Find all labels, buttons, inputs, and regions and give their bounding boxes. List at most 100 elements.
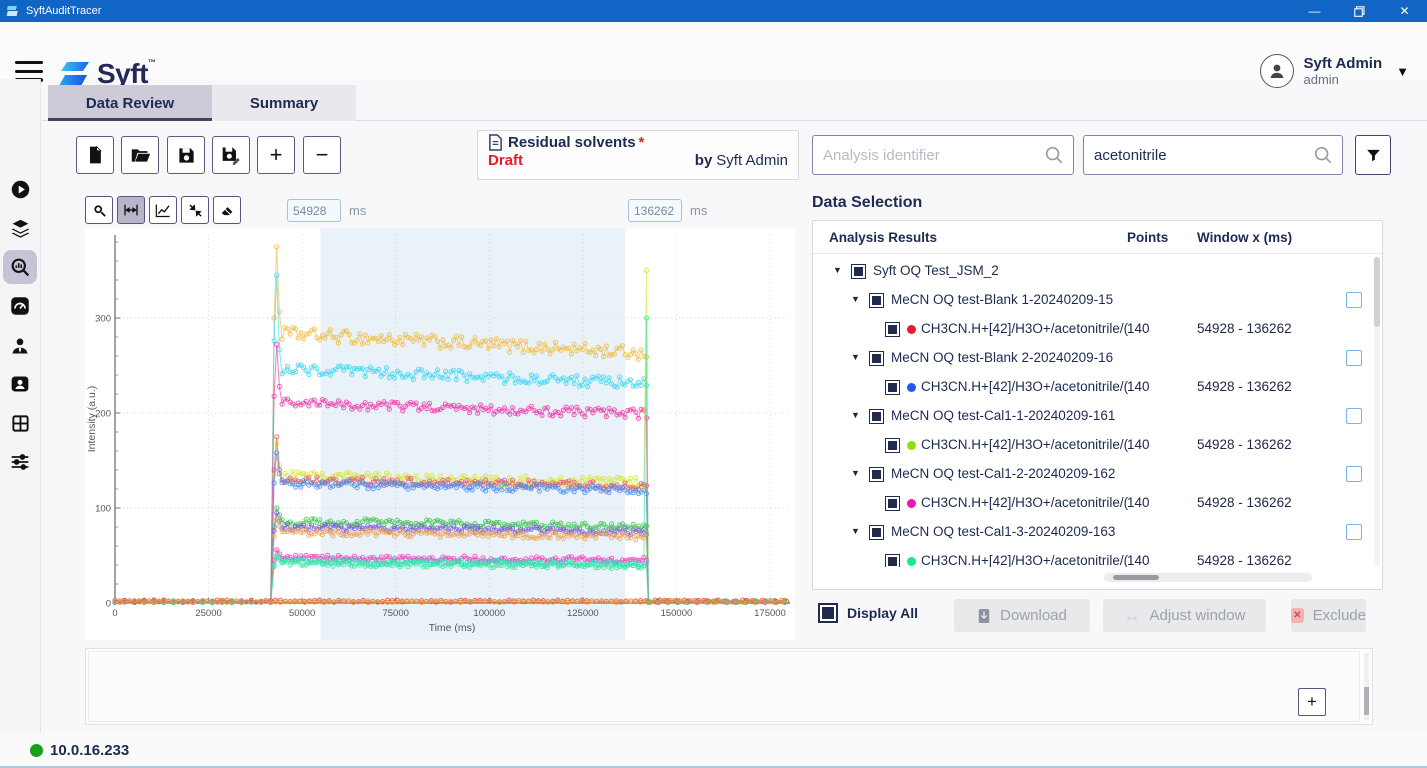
download-button[interactable]: Download xyxy=(954,599,1090,632)
nav-dashboard-icon[interactable] xyxy=(3,289,37,323)
collapse-arrow-icon[interactable]: ▼ xyxy=(851,468,860,478)
exclude-button[interactable]: ✕ Exclude xyxy=(1291,599,1366,632)
save-as-button[interactable] xyxy=(212,136,250,174)
trend-tool-button[interactable] xyxy=(149,196,177,224)
fit-view-tool-button[interactable] xyxy=(181,196,209,224)
required-mark: * xyxy=(639,134,645,151)
window-end-input[interactable] xyxy=(628,199,682,222)
notes-panel: + xyxy=(85,648,1373,725)
nav-run-icon[interactable] xyxy=(3,172,37,206)
svg-text:75000: 75000 xyxy=(382,608,408,619)
tree-row-channel[interactable]: CH3CN.H+[42]/H3O+/acetonitrile/(14054928… xyxy=(813,315,1376,344)
new-file-button[interactable] xyxy=(76,136,114,174)
analysis-search-input[interactable] xyxy=(823,147,1043,164)
notes-scrollbar[interactable] xyxy=(1364,653,1369,720)
tree-row-channel[interactable]: CH3CN.H+[42]/H3O+/acetonitrile/(14054928… xyxy=(813,547,1376,567)
tree-row-channel[interactable]: CH3CN.H+[42]/H3O+/acetonitrile/(14054928… xyxy=(813,373,1376,402)
data-selection-title: Data Selection xyxy=(812,194,922,212)
close-icon[interactable]: ✕ xyxy=(1382,0,1427,22)
tree-row-group[interactable]: ▼MeCN OQ test-Blank 2-20240209-16 xyxy=(813,344,1376,373)
svg-text:175000: 175000 xyxy=(754,608,786,619)
row-select-checkbox[interactable] xyxy=(1346,524,1362,540)
analysis-search xyxy=(812,135,1074,175)
collapse-arrow-icon[interactable]: ▼ xyxy=(851,294,860,304)
nav-user-icon[interactable] xyxy=(3,329,37,363)
collapse-arrow-icon[interactable]: ▼ xyxy=(833,265,842,275)
remove-button[interactable]: − xyxy=(303,136,341,174)
window-value: 54928 - 136262 xyxy=(1197,437,1292,452)
nav-settings-sliders-icon[interactable] xyxy=(3,445,37,479)
tree-row-group[interactable]: ▼Syft OQ Test_JSM_2 xyxy=(813,257,1376,286)
app-window: SyftAuditTracer — ✕ xyxy=(0,0,1427,768)
tree-checkbox-checked[interactable] xyxy=(885,496,900,511)
zoom-tool-button[interactable] xyxy=(85,196,113,224)
display-all-checkbox[interactable]: Display All xyxy=(818,603,918,623)
window-end-unit: ms xyxy=(690,203,707,218)
search-icon[interactable] xyxy=(1312,144,1334,166)
nav-contact-card-icon[interactable] xyxy=(3,367,37,401)
maximize-icon[interactable] xyxy=(1337,0,1382,22)
horizontal-scrollbar[interactable] xyxy=(1104,573,1312,582)
tree-checkbox-checked[interactable] xyxy=(885,438,900,453)
window-start-unit: ms xyxy=(349,203,366,218)
col-points: Points xyxy=(1127,230,1168,245)
checkbox-checked-icon xyxy=(818,603,838,623)
open-file-button[interactable] xyxy=(121,136,159,174)
tree-row-channel[interactable]: CH3CN.H+[42]/H3O+/acetonitrile/(14054928… xyxy=(813,489,1376,518)
method-author: bySyft Admin xyxy=(695,152,788,169)
analysis-tree: ▼Syft OQ Test_JSM_2▼MeCN OQ test-Blank 1… xyxy=(813,257,1376,567)
tree-checkbox-checked[interactable] xyxy=(869,467,884,482)
search-icon[interactable] xyxy=(1043,144,1065,166)
tree-row-group[interactable]: ▼ MeCN OQ test-Cal1-2-20240209-162 xyxy=(813,460,1376,489)
tree-checkbox-checked[interactable] xyxy=(851,264,866,279)
connection-status-icon xyxy=(30,744,43,757)
compound-search-input[interactable] xyxy=(1094,147,1312,164)
tree-label: CH3CN.H+[42]/H3O+/acetonitrile/( xyxy=(921,379,1128,394)
nav-data-review-icon[interactable] xyxy=(3,250,37,284)
tree-row-group[interactable]: ▼MeCN OQ test-Blank 1-20240209-15 xyxy=(813,286,1376,315)
add-button[interactable]: + xyxy=(257,136,295,174)
filter-button[interactable] xyxy=(1355,135,1391,175)
tree-checkbox-checked[interactable] xyxy=(869,351,884,366)
app-title: SyftAuditTracer xyxy=(26,5,101,17)
svg-text:0: 0 xyxy=(112,608,117,619)
collapse-arrow-icon[interactable]: ▼ xyxy=(851,410,860,420)
erase-tool-button[interactable] xyxy=(213,196,241,224)
tree-label: MeCN OQ test-Cal1-2-20240209-162 xyxy=(891,466,1115,481)
user-name: Syft Admin xyxy=(1304,55,1383,72)
user-menu[interactable]: Syft Admin admin ▼ xyxy=(1260,54,1410,88)
add-note-button[interactable]: + xyxy=(1298,688,1326,716)
method-panel: Residual solvents * Draft bySyft Admin xyxy=(477,130,799,180)
nav-table-icon[interactable] xyxy=(3,406,37,440)
adjust-window-button[interactable]: ↔ Adjust window xyxy=(1103,599,1266,632)
row-select-checkbox[interactable] xyxy=(1346,292,1362,308)
tree-checkbox-checked[interactable] xyxy=(885,322,900,337)
nav-layers-icon[interactable] xyxy=(3,211,37,245)
tab-data-review[interactable]: Data Review xyxy=(48,85,212,121)
row-select-checkbox[interactable] xyxy=(1346,408,1362,424)
vertical-scrollbar[interactable] xyxy=(1374,257,1380,567)
chromatogram-chart[interactable]: 0250005000075000100000125000150000175000… xyxy=(85,228,795,640)
row-select-checkbox[interactable] xyxy=(1346,350,1362,366)
tree-checkbox-checked[interactable] xyxy=(869,525,884,540)
tree-row-group[interactable]: ▼MeCN OQ test-Cal1-1-20240209-161 xyxy=(813,402,1376,431)
tab-summary[interactable]: Summary xyxy=(212,85,356,121)
row-select-checkbox[interactable] xyxy=(1346,466,1362,482)
minimize-icon[interactable]: — xyxy=(1292,0,1337,22)
points-value: 140 xyxy=(1127,321,1150,336)
collapse-arrow-icon[interactable]: ▼ xyxy=(851,352,860,362)
collapse-arrow-icon[interactable]: ▼ xyxy=(851,526,860,536)
save-button[interactable] xyxy=(167,136,205,174)
tree-row-channel[interactable]: CH3CN.H+[42]/H3O+/acetonitrile/(14054928… xyxy=(813,431,1376,460)
tree-label: MeCN OQ test-Cal1-3-20240209-163 xyxy=(891,524,1115,539)
window-start-input[interactable] xyxy=(287,199,341,222)
tabbar: Data Review Summary xyxy=(42,85,1427,121)
chevron-down-icon[interactable]: ▼ xyxy=(1396,64,1409,79)
x-range-select-tool-button[interactable] xyxy=(117,196,145,224)
tree-row-group[interactable]: ▼ MeCN OQ test-Cal1-3-20240209-163 xyxy=(813,518,1376,547)
tree-checkbox-checked[interactable] xyxy=(885,380,900,395)
tree-checkbox-checked[interactable] xyxy=(869,293,884,308)
tree-checkbox-checked[interactable] xyxy=(885,554,900,567)
points-value: 140 xyxy=(1127,495,1150,510)
tree-checkbox-checked[interactable] xyxy=(869,409,884,424)
